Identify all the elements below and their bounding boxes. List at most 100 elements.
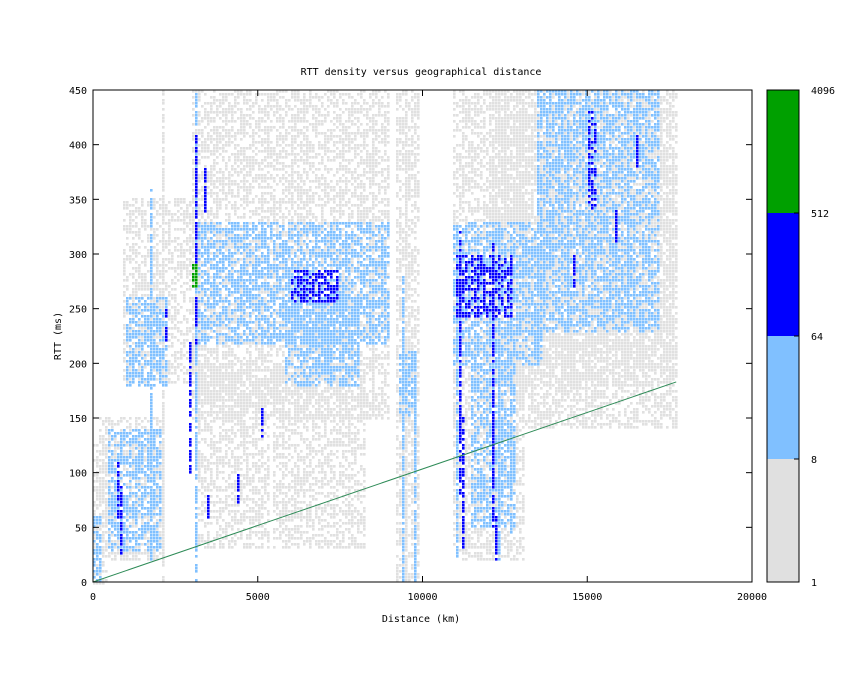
heatmap-cell <box>123 462 126 465</box>
heatmap-cell <box>132 351 135 354</box>
heatmap-cell <box>237 372 240 375</box>
heatmap-cell <box>315 120 318 123</box>
heatmap-cell <box>132 249 135 252</box>
heatmap-cell <box>357 363 360 366</box>
heatmap-cell <box>345 159 348 162</box>
heatmap-cell <box>255 210 258 213</box>
heatmap-cell <box>336 126 339 129</box>
heatmap-cell <box>207 297 210 300</box>
heatmap-cell <box>306 276 309 279</box>
heatmap-cell <box>111 510 114 513</box>
heatmap-cell <box>288 201 291 204</box>
heatmap-cell <box>132 354 135 357</box>
heatmap-cell <box>189 246 192 249</box>
heatmap-cell <box>276 111 279 114</box>
heatmap-cell <box>327 378 330 381</box>
heatmap-cell <box>360 378 363 381</box>
heatmap-cell <box>360 180 363 183</box>
heatmap-cell <box>279 96 282 99</box>
heatmap-cell <box>228 201 231 204</box>
heatmap-cell <box>294 153 297 156</box>
heatmap-cell <box>312 324 315 327</box>
heatmap-cell <box>201 198 204 201</box>
heatmap-cell <box>168 225 171 228</box>
heatmap-cell <box>339 393 342 396</box>
heatmap-cell <box>270 393 273 396</box>
heatmap-cell <box>177 201 180 204</box>
heatmap-cell <box>219 405 222 408</box>
heatmap-cell <box>156 429 159 432</box>
heatmap-cell <box>93 480 96 483</box>
heatmap-cell <box>261 288 264 291</box>
heatmap-cell <box>252 198 255 201</box>
heatmap-cell <box>144 321 147 324</box>
heatmap-cell <box>165 243 168 246</box>
heatmap-cell <box>357 183 360 186</box>
heatmap-cell <box>150 315 153 318</box>
heatmap-cell <box>141 471 144 474</box>
heatmap-cell <box>261 162 264 165</box>
heatmap-cell <box>321 258 324 261</box>
heatmap-cell <box>171 354 174 357</box>
heatmap-cell <box>165 312 168 315</box>
heatmap-cell <box>255 264 258 267</box>
heatmap-cell <box>129 423 132 426</box>
heatmap-cell <box>246 174 249 177</box>
heatmap-cell <box>141 516 144 519</box>
heatmap-cell <box>354 294 357 297</box>
heatmap-cell <box>309 279 312 282</box>
heatmap-cell <box>312 105 315 108</box>
heatmap-cell <box>360 237 363 240</box>
heatmap-cell <box>108 540 111 543</box>
heatmap-cell <box>141 552 144 555</box>
heatmap-cell <box>222 174 225 177</box>
heatmap-cell <box>354 324 357 327</box>
heatmap-cell <box>231 375 234 378</box>
heatmap-cell <box>279 408 282 411</box>
heatmap-cell <box>153 282 156 285</box>
heatmap-cell <box>93 501 96 504</box>
heatmap-cell <box>213 264 216 267</box>
heatmap-cell <box>222 111 225 114</box>
heatmap-cell <box>348 126 351 129</box>
heatmap-cell <box>207 288 210 291</box>
heatmap-cell <box>168 240 171 243</box>
heatmap-cell <box>276 93 279 96</box>
heatmap-cell <box>132 456 135 459</box>
heatmap-cell <box>201 273 204 276</box>
heatmap-cell <box>312 225 315 228</box>
heatmap-cell <box>237 225 240 228</box>
heatmap-cell <box>201 189 204 192</box>
heatmap-cell <box>228 183 231 186</box>
heatmap-cell <box>318 333 321 336</box>
heatmap-cell <box>306 303 309 306</box>
heatmap-cell <box>216 192 219 195</box>
heatmap-cell <box>225 177 228 180</box>
heatmap-cell <box>183 372 186 375</box>
heatmap-cell <box>333 210 336 213</box>
heatmap-cell <box>273 345 276 348</box>
heatmap-cell <box>216 357 219 360</box>
heatmap-cell <box>348 315 351 318</box>
heatmap-cell <box>204 279 207 282</box>
heatmap-cell <box>261 141 264 144</box>
heatmap-cell <box>225 213 228 216</box>
heatmap-cell <box>363 186 366 189</box>
heatmap-cell <box>204 393 207 396</box>
heatmap-cell <box>324 417 327 420</box>
heatmap-cell <box>282 96 285 99</box>
heatmap-cell <box>141 537 144 540</box>
heatmap-cell <box>120 498 123 501</box>
heatmap-cell <box>297 192 300 195</box>
heatmap-cell <box>231 315 234 318</box>
heatmap-cell <box>126 456 129 459</box>
heatmap-cell <box>123 507 126 510</box>
heatmap-cell <box>303 267 306 270</box>
heatmap-cell <box>297 414 300 417</box>
heatmap-cell <box>192 123 195 126</box>
heatmap-cell <box>216 231 219 234</box>
heatmap-cell <box>225 168 228 171</box>
heatmap-cell <box>282 396 285 399</box>
heatmap-cell <box>129 477 132 480</box>
heatmap-cell <box>237 186 240 189</box>
